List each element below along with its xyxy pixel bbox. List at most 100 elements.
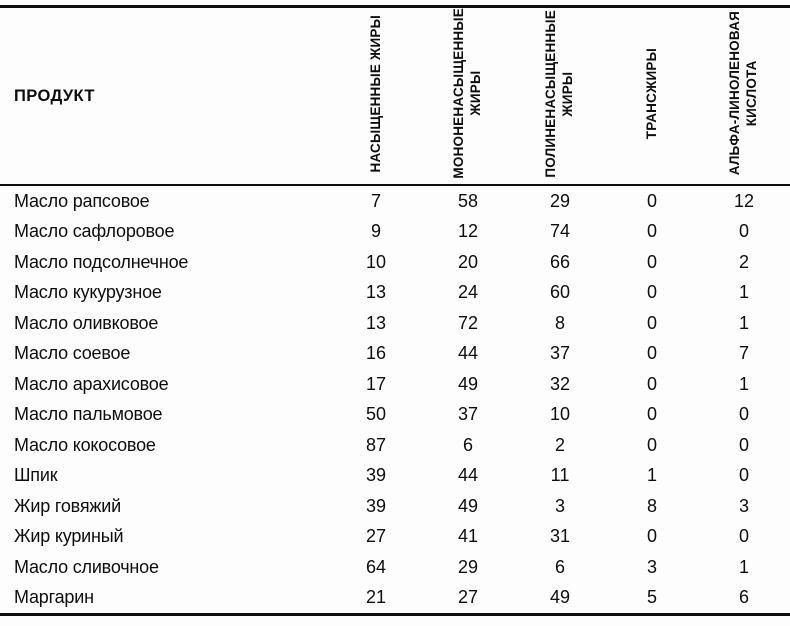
column-header-monounsaturated-fats: МОНОНЕНАСЫЩЕННЫЕ ЖИРЫ: [422, 6, 514, 186]
value-cell-alpha-linolenic-acid: 1: [738, 282, 749, 303]
value-cell-monounsaturated-fats: 49: [457, 495, 479, 516]
rotated-header-text: ПОЛИНЕНАСЫЩЕННЫЕ ЖИРЫ: [543, 10, 577, 178]
header-line: ПОЛИНЕНАСЫЩЕННЫЕ: [543, 9, 559, 178]
value-cell-monounsaturated-fats: 27: [457, 587, 479, 608]
value-cell-saturated-fats: 13: [365, 282, 387, 303]
value-cell-trans-fats: 0: [646, 434, 657, 455]
product-name-cell: Жир говяжий: [14, 495, 121, 516]
table-row: Масло кукурузное 13 24 60 0 1: [0, 278, 790, 309]
table-row: Масло сливочное 64 29 6 3 1: [0, 552, 790, 583]
rotated-header-text: ТРАНСЖИРЫ: [644, 48, 661, 139]
value-cell-polyunsaturated-fats: 2: [554, 434, 565, 455]
value-cell-alpha-linolenic-acid: 1: [738, 373, 749, 394]
rotated-header-text: МОНОНЕНАСЫЩЕННЫЕ ЖИРЫ: [451, 8, 485, 179]
header-line: НАСЫЩЕННЫЕ ЖИРЫ: [367, 14, 383, 173]
table-row: Масло пальмовое 50 37 10 0 0: [0, 400, 790, 431]
value-cell-monounsaturated-fats: 12: [457, 221, 479, 242]
value-cell-saturated-fats: 21: [365, 587, 387, 608]
product-name-cell: Масло пальмовое: [14, 404, 163, 425]
table-row: Масло оливковое 13 72 8 0 1: [0, 308, 790, 339]
value-cell-saturated-fats: 50: [365, 404, 387, 425]
value-cell-monounsaturated-fats: 44: [457, 465, 479, 486]
header-line: АЛЬФА-ЛИНОЛЕНОВАЯ: [727, 11, 743, 176]
product-name-cell: Жир куриный: [14, 526, 124, 547]
value-cell-saturated-fats: 39: [365, 465, 387, 486]
value-cell-saturated-fats: 16: [365, 343, 387, 364]
header-line: ЖИРЫ: [468, 71, 483, 116]
value-cell-monounsaturated-fats: 44: [457, 343, 479, 364]
value-cell-polyunsaturated-fats: 8: [554, 312, 565, 333]
value-cell-trans-fats: 0: [646, 343, 657, 364]
value-cell-alpha-linolenic-acid: 1: [738, 312, 749, 333]
value-cell-polyunsaturated-fats: 49: [549, 587, 571, 608]
table-row: Жир говяжий 39 49 3 8 3: [0, 491, 790, 522]
value-cell-saturated-fats: 9: [370, 221, 381, 242]
value-cell-monounsaturated-fats: 49: [457, 373, 479, 394]
value-cell-saturated-fats: 13: [365, 312, 387, 333]
table-row: Масло подсолнечное 10 20 66 0 2: [0, 247, 790, 278]
value-cell-alpha-linolenic-acid: 7: [738, 343, 749, 364]
value-cell-trans-fats: 0: [646, 526, 657, 547]
fats-composition-table: ПРОДУКТ НАСЫЩЕННЫЕ ЖИРЫ МОНОНЕНАСЫЩЕННЫЕ Ж…: [0, 5, 790, 616]
value-cell-alpha-linolenic-acid: 0: [738, 404, 749, 425]
table-row: Масло арахисовое 17 49 32 0 1: [0, 369, 790, 400]
column-header-alpha-linolenic-acid: АЛЬФА-ЛИНОЛЕНОВАЯ КИСЛОТА: [698, 6, 790, 186]
product-name-cell: Масло рапсовое: [14, 190, 150, 211]
value-cell-polyunsaturated-fats: 32: [549, 373, 571, 394]
value-cell-monounsaturated-fats: 58: [457, 190, 479, 211]
table-row: Маргарин 21 27 49 5 6: [0, 583, 790, 615]
value-cell-trans-fats: 0: [646, 282, 657, 303]
header-line: КИСЛОТА: [744, 60, 759, 127]
value-cell-saturated-fats: 64: [365, 556, 387, 577]
value-cell-saturated-fats: 7: [370, 190, 381, 211]
table-row: Жир куриный 27 41 31 0 0: [0, 522, 790, 553]
value-cell-trans-fats: 5: [646, 587, 657, 608]
column-header-polyunsaturated-fats: ПОЛИНЕНАСЫЩЕННЫЕ ЖИРЫ: [514, 6, 606, 186]
value-cell-polyunsaturated-fats: 3: [554, 495, 565, 516]
value-cell-monounsaturated-fats: 72: [457, 312, 479, 333]
value-cell-saturated-fats: 39: [365, 495, 387, 516]
table-body: Масло рапсовое 7 58 29 0 12 Масло сафлоровое 9 1…: [0, 185, 790, 615]
column-header-trans-fats: ТРАНСЖИРЫ: [606, 6, 698, 186]
value-cell-monounsaturated-fats: 20: [457, 251, 479, 272]
product-name-cell: Масло кокосовое: [14, 434, 156, 455]
rotated-header-text: НАСЫЩЕННЫЕ ЖИРЫ: [368, 15, 385, 173]
value-cell-saturated-fats: 27: [365, 526, 387, 547]
value-cell-trans-fats: 0: [646, 404, 657, 425]
product-column-header: ПРОДУКТ: [0, 6, 330, 186]
product-name-cell: Масло кукурузное: [14, 282, 162, 303]
table-row: Масло сафлоровое 9 12 74 0 0: [0, 217, 790, 248]
value-cell-monounsaturated-fats: 6: [462, 434, 473, 455]
value-cell-monounsaturated-fats: 29: [457, 556, 479, 577]
value-cell-alpha-linolenic-acid: 2: [738, 251, 749, 272]
value-cell-trans-fats: 8: [646, 495, 657, 516]
product-name-cell: Маргарин: [14, 587, 94, 608]
product-name-cell: Масло сафлоровое: [14, 221, 175, 242]
value-cell-saturated-fats: 17: [365, 373, 387, 394]
value-cell-alpha-linolenic-acid: 0: [738, 465, 749, 486]
header-row: ПРОДУКТ НАСЫЩЕННЫЕ ЖИРЫ МОНОНЕНАСЫЩЕННЫЕ Ж…: [0, 6, 790, 186]
value-cell-polyunsaturated-fats: 74: [549, 221, 571, 242]
value-cell-alpha-linolenic-acid: 12: [733, 190, 755, 211]
value-cell-monounsaturated-fats: 24: [457, 282, 479, 303]
value-cell-polyunsaturated-fats: 11: [550, 465, 570, 486]
value-cell-polyunsaturated-fats: 31: [549, 526, 571, 547]
table-row: Масло рапсовое 7 58 29 0 12: [0, 185, 790, 217]
value-cell-polyunsaturated-fats: 60: [549, 282, 571, 303]
value-cell-trans-fats: 0: [646, 221, 657, 242]
value-cell-alpha-linolenic-acid: 0: [738, 526, 749, 547]
value-cell-polyunsaturated-fats: 29: [549, 190, 571, 211]
value-cell-alpha-linolenic-acid: 6: [738, 587, 749, 608]
value-cell-polyunsaturated-fats: 37: [549, 343, 571, 364]
table-row: Шпик 39 44 11 1 0: [0, 461, 790, 492]
value-cell-trans-fats: 0: [646, 312, 657, 333]
product-name-cell: Масло арахисовое: [14, 373, 169, 394]
value-cell-saturated-fats: 87: [365, 434, 387, 455]
value-cell-trans-fats: 3: [646, 556, 657, 577]
value-cell-trans-fats: 0: [646, 190, 657, 211]
table-row: Масло кокосовое 87 6 2 0 0: [0, 430, 790, 461]
value-cell-monounsaturated-fats: 41: [457, 526, 479, 547]
value-cell-trans-fats: 1: [646, 465, 657, 486]
product-name-cell: Масло подсолнечное: [14, 251, 189, 272]
table-row: Масло соевое 16 44 37 0 7: [0, 339, 790, 370]
